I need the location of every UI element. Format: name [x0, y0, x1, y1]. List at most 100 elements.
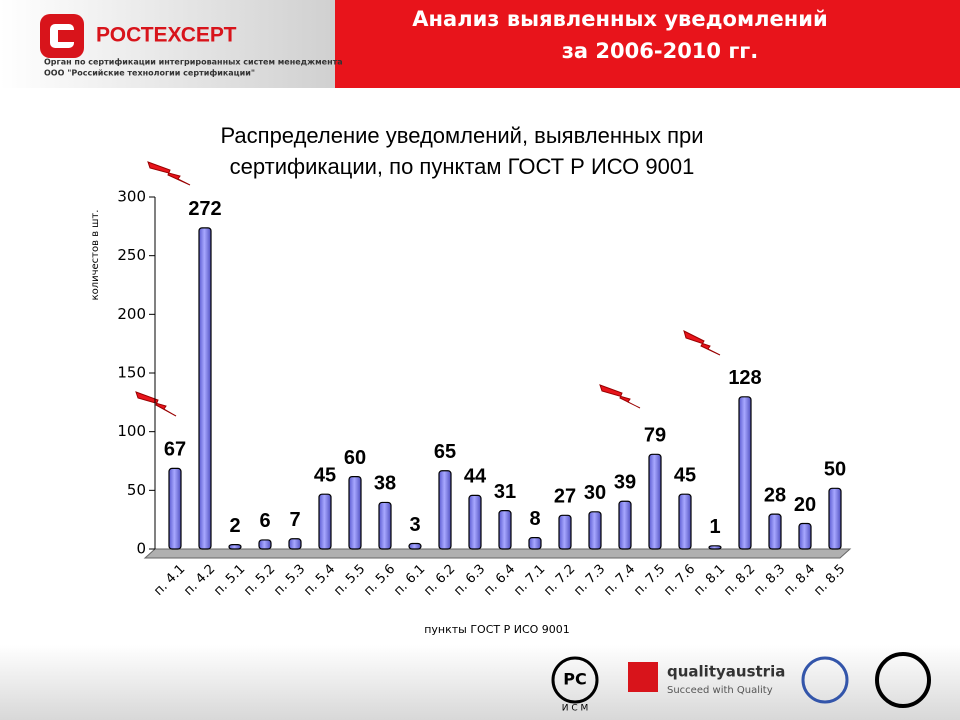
bar — [318, 493, 332, 550]
bar — [648, 453, 662, 550]
y-tick-label: 300 — [117, 188, 146, 206]
bar — [408, 542, 422, 550]
bar — [828, 487, 842, 550]
qa-slogan: Succeed with Quality — [667, 685, 773, 696]
bar — [678, 493, 692, 550]
bar — [738, 396, 752, 550]
bar — [708, 545, 722, 550]
x-tick-label: п. 7.2 — [541, 562, 578, 599]
bar — [288, 538, 302, 550]
data-label: 67 — [164, 439, 186, 461]
x-tick-label: п. 5.4 — [301, 562, 338, 599]
chart-title: сертификации, по пунктам ГОСТ Р ИСО 9001 — [230, 154, 695, 179]
data-label: 6 — [259, 510, 270, 532]
x-tick-label: п. 8.3 — [751, 562, 788, 599]
x-tick-label: п. 5.6 — [361, 562, 398, 599]
x-tick-label: п. 6.4 — [481, 562, 518, 599]
x-tick-label: п. 4.1 — [151, 562, 188, 599]
y-tick-label: 0 — [136, 540, 146, 558]
org-line: Орган по сертификации интегрированных си… — [44, 58, 343, 67]
iqnet-logo — [801, 656, 849, 704]
x-tick-label: п. 7.5 — [631, 562, 668, 599]
logo-text: РОСТЕХСЕРТ — [96, 24, 237, 47]
footer-band — [0, 645, 960, 720]
chart-title: Распределение уведомлений, выявленных пр… — [220, 123, 703, 148]
data-label: 65 — [434, 441, 456, 463]
data-label: 39 — [614, 472, 636, 494]
x-tick-label: п. 6.1 — [391, 562, 428, 599]
y-tick-label: 250 — [117, 246, 146, 264]
data-label: 44 — [464, 466, 487, 488]
data-label: 28 — [764, 484, 786, 506]
qa-logo — [628, 662, 658, 692]
x-tick-label: п. 4.2 — [181, 562, 218, 599]
org-line: ООО "Российские технологии сертификации" — [44, 69, 255, 78]
qa-name: qualityaustria — [667, 663, 785, 681]
data-label: 8 — [529, 508, 540, 530]
y-tick-label: 50 — [127, 481, 146, 499]
bar — [528, 537, 542, 550]
data-label: 27 — [554, 486, 576, 508]
data-label: 50 — [824, 459, 846, 481]
x-tick-label: п. 8.2 — [721, 562, 758, 599]
x-tick-label: п. 5.2 — [241, 562, 278, 599]
y-tick-label: 150 — [117, 364, 146, 382]
y-tick-label: 100 — [117, 422, 146, 440]
x-tick-label: п. 5.5 — [331, 562, 368, 599]
bar — [798, 522, 812, 550]
bar — [768, 513, 782, 550]
bar — [378, 501, 392, 550]
data-label: 38 — [374, 473, 396, 495]
data-label: 20 — [794, 494, 816, 516]
data-label: 3 — [409, 514, 420, 536]
bar — [618, 500, 632, 550]
x-tick-label: п. 5.1 — [211, 562, 248, 599]
svg-text:РС: РС — [563, 670, 586, 689]
lightning-icons — [135, 161, 721, 417]
slide-title: за 2006-2010 гг. — [562, 39, 759, 63]
slide-title: Анализ выявленных уведомлений — [412, 7, 827, 31]
chart-floor — [143, 548, 852, 559]
x-tick-label: п. 5.3 — [271, 562, 308, 599]
data-label: 45 — [314, 464, 336, 486]
x-tick-label: п. 6.3 — [451, 562, 488, 599]
data-label: 79 — [644, 425, 666, 447]
data-label: 128 — [728, 367, 761, 389]
bar — [348, 476, 362, 550]
bar — [438, 470, 452, 550]
x-tick-label: п. 7.3 — [571, 562, 608, 599]
gost-mark: И С М — [562, 704, 589, 714]
data-label: 7 — [289, 509, 300, 531]
x-tick-label: п. 7.1 — [511, 562, 548, 599]
bar — [198, 227, 212, 550]
gost-logo: РС — [551, 656, 599, 704]
x-tick-label: п. 8.1 — [691, 562, 728, 599]
x-tick-label: п. 8.4 — [781, 562, 818, 599]
bar — [498, 510, 512, 550]
y-tick-label: 200 — [117, 305, 146, 323]
data-label: 45 — [674, 464, 696, 486]
title-panel — [335, 0, 960, 88]
logo-icon — [40, 14, 84, 58]
bar — [168, 467, 182, 550]
x-tick-label: п. 7.4 — [601, 562, 638, 599]
data-label: 2 — [229, 515, 240, 537]
bar — [228, 544, 242, 550]
y-axis-label: количестов в шт. — [90, 210, 101, 301]
data-label: 30 — [584, 482, 606, 504]
data-label: 272 — [188, 198, 221, 220]
data-label: 31 — [494, 481, 516, 503]
x-axis-label: пункты ГОСТ Р ИСО 9001 — [424, 623, 570, 636]
bar — [468, 494, 482, 550]
bar — [558, 514, 572, 550]
x-tick-label: п. 7.6 — [661, 562, 698, 599]
data-label: 1 — [709, 516, 720, 538]
bar — [588, 511, 602, 550]
x-tick-label: п. 8.5 — [811, 562, 848, 599]
x-tick-label: п. 6.2 — [421, 562, 458, 599]
cert-logo — [875, 652, 931, 708]
bar — [258, 539, 272, 550]
data-label: 60 — [344, 447, 366, 469]
